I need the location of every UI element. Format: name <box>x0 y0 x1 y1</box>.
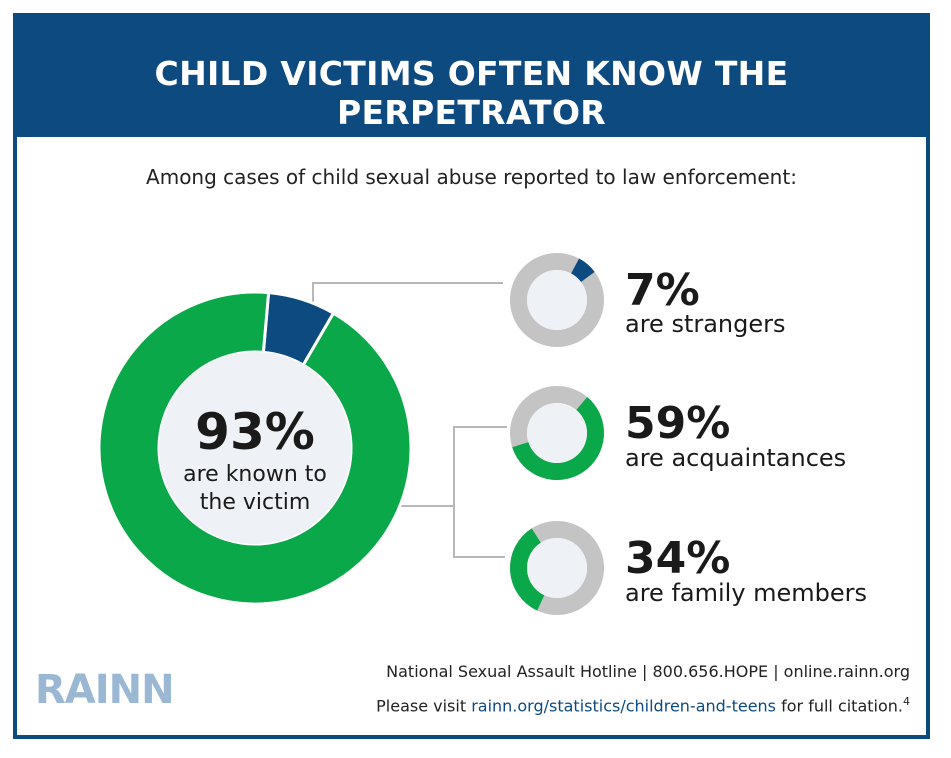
citation-suffix: for full citation. <box>776 696 903 716</box>
main-caption-line1: are known to <box>183 462 327 487</box>
rainn-logo: RAINN <box>35 667 175 713</box>
strangers-donut <box>509 253 604 347</box>
ring-hole <box>527 538 587 598</box>
strangers-caption: are strangers <box>625 310 786 338</box>
ring-hole <box>527 270 587 330</box>
connector-known <box>397 426 507 507</box>
subtitle: Among cases of child sexual abuse report… <box>146 165 797 189</box>
ring-value <box>571 258 595 283</box>
connector-lines <box>312 282 507 558</box>
header-bar: CHILD VICTIMS OFTEN KNOW THE PERPETRATOR <box>17 17 926 137</box>
family-caption: are family members <box>625 579 867 607</box>
family-percent: 34% <box>625 533 730 584</box>
main-donut-hole <box>159 352 351 544</box>
strangers-percent: 7% <box>625 265 700 316</box>
ring-value <box>510 528 545 611</box>
connector-family <box>453 506 505 558</box>
acquaintances-percent: 59% <box>625 398 730 449</box>
page-title: CHILD VICTIMS OFTEN KNOW THE PERPETRATOR <box>154 54 789 132</box>
citation-text: Please visit rainn.org/statistics/childr… <box>376 695 910 715</box>
citation-link[interactable]: rainn.org/statistics/children-and-teens <box>471 696 777 716</box>
donut-charts: 93% are known to the victim 7% are stran… <box>97 253 867 615</box>
infographic-frame: CHILD VICTIMS OFTEN KNOW THE PERPETRATOR… <box>13 13 930 739</box>
main-caption-line2: the victim <box>200 490 311 515</box>
citation-prefix: Please visit <box>376 696 472 716</box>
family-donut <box>509 521 604 615</box>
ring-hole <box>527 403 587 463</box>
acquaintances-donut <box>509 386 605 481</box>
footnote-marker: 4 <box>903 695 910 708</box>
acquaintances-caption: are acquaintances <box>625 444 846 472</box>
connector-strangers <box>312 282 503 310</box>
main-percent: 93% <box>195 403 315 461</box>
ring-value <box>512 396 605 480</box>
hotline-text: National Sexual Assault Hotline | 800.65… <box>386 662 910 681</box>
